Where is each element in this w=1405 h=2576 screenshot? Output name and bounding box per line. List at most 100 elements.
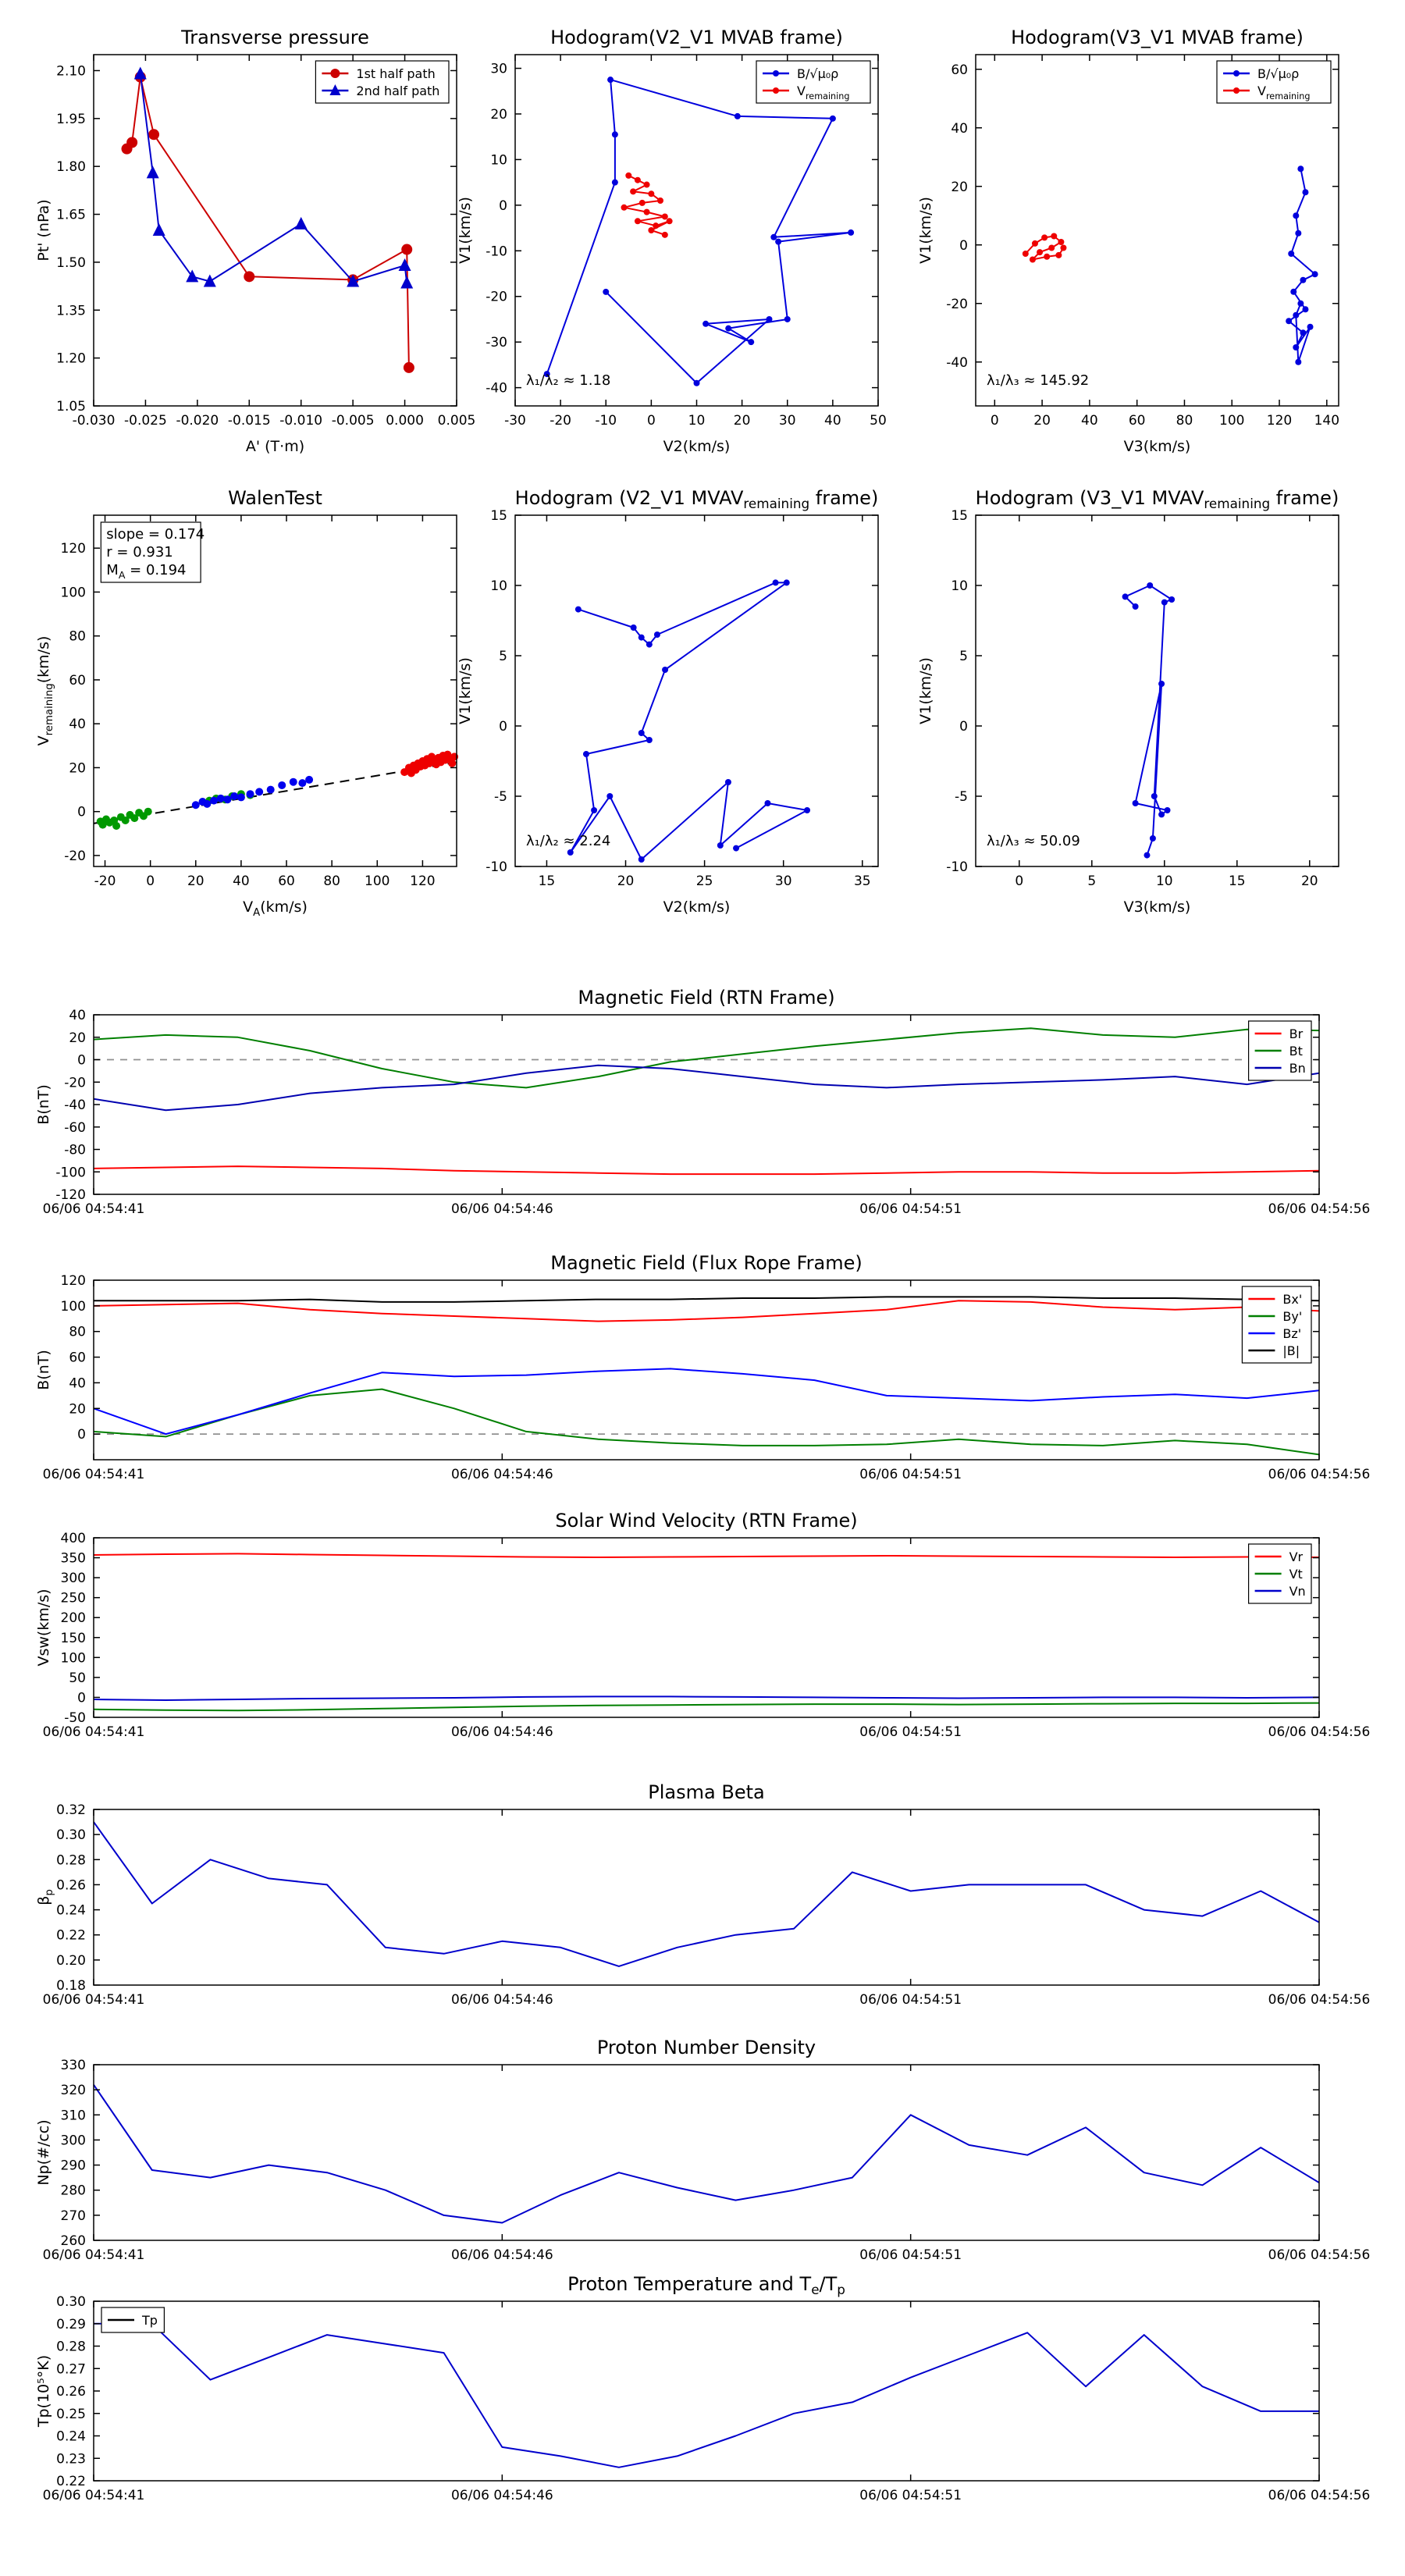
svg-text:06/06 04:54:46: 06/06 04:54:46 bbox=[451, 1201, 553, 1217]
svg-text:V1(km/s): V1(km/s) bbox=[457, 657, 474, 724]
svg-text:20: 20 bbox=[69, 760, 86, 776]
svg-text:0.30: 0.30 bbox=[56, 1827, 86, 1843]
svg-text:120: 120 bbox=[61, 1273, 86, 1289]
svg-text:60: 60 bbox=[1129, 413, 1146, 429]
svg-text:A' (T·m): A' (T·m) bbox=[246, 438, 304, 455]
svg-text:0.26: 0.26 bbox=[56, 2384, 86, 2400]
svg-text:40: 40 bbox=[69, 1008, 86, 1023]
svg-text:60: 60 bbox=[278, 873, 295, 889]
plot-magnetic-field-rtn: Magnetic Field (RTN Frame) 06/06 04:54:41… bbox=[35, 987, 1370, 1217]
svg-text:-0.030: -0.030 bbox=[73, 413, 116, 429]
svg-text:5: 5 bbox=[499, 649, 507, 664]
svg-text:10: 10 bbox=[490, 152, 507, 168]
svg-text:20: 20 bbox=[617, 873, 635, 889]
svg-text:-20: -20 bbox=[486, 290, 507, 305]
svg-text:0.23: 0.23 bbox=[56, 2451, 86, 2467]
svg-text:-40: -40 bbox=[486, 381, 507, 397]
svg-text:06/06 04:54:56: 06/06 04:54:56 bbox=[1268, 2488, 1371, 2503]
svg-text:80: 80 bbox=[1176, 413, 1193, 429]
svg-text:-5: -5 bbox=[494, 789, 507, 805]
svg-text:10: 10 bbox=[490, 578, 507, 594]
svg-text:100: 100 bbox=[1219, 413, 1244, 429]
svg-text:300: 300 bbox=[61, 1571, 86, 1586]
plot-plasma-beta: Plasma Beta 06/06 04:54:41 06/06 04:54:46 0… bbox=[35, 1781, 1370, 2008]
plot-transverse-pressure: Transverse pressure -0.030 -0.025 -0.020 -0.… bbox=[35, 27, 476, 455]
svg-text:50: 50 bbox=[870, 413, 887, 429]
svg-text:B(nT): B(nT) bbox=[35, 1084, 52, 1125]
svg-text:V1(km/s): V1(km/s) bbox=[917, 197, 934, 264]
svg-text:-30: -30 bbox=[504, 413, 526, 429]
svg-text:40: 40 bbox=[951, 121, 968, 137]
svg-text:1.95: 1.95 bbox=[56, 112, 86, 127]
svg-text:WalenTest: WalenTest bbox=[228, 487, 322, 509]
svg-text:20: 20 bbox=[490, 107, 507, 123]
svg-text:VA(km/s): VA(km/s) bbox=[243, 898, 308, 919]
svg-text:20: 20 bbox=[187, 873, 205, 889]
svg-text:Magnetic Field (Flux Rope Fram: Magnetic Field (Flux Rope Frame) bbox=[550, 1252, 862, 1274]
svg-text:1.50: 1.50 bbox=[56, 255, 86, 271]
svg-text:0: 0 bbox=[991, 413, 999, 429]
svg-text:0.29: 0.29 bbox=[56, 2317, 86, 2332]
svg-text:0: 0 bbox=[959, 238, 968, 254]
svg-text:15: 15 bbox=[490, 508, 507, 524]
svg-text:Tp: Tp bbox=[141, 2313, 158, 2328]
svg-text:Vn: Vn bbox=[1289, 1584, 1306, 1599]
svg-text:Vr: Vr bbox=[1289, 1550, 1304, 1564]
svg-text:30: 30 bbox=[775, 873, 792, 889]
svg-text:-20: -20 bbox=[550, 413, 571, 429]
svg-text:30: 30 bbox=[779, 413, 796, 429]
svg-text:30: 30 bbox=[490, 62, 507, 77]
svg-text:50: 50 bbox=[69, 1670, 86, 1686]
svg-text:λ₁/λ₂ ≈ 2.24: λ₁/λ₂ ≈ 2.24 bbox=[526, 833, 610, 849]
svg-text:80: 80 bbox=[69, 629, 86, 645]
svg-text:150: 150 bbox=[61, 1631, 86, 1646]
svg-text:0: 0 bbox=[77, 1053, 86, 1069]
svg-text:0.27: 0.27 bbox=[56, 2361, 86, 2377]
plot-walen-test: WalenTest -20 0 20 40 60 80 100 120 -20 0 20 40 60 80 1… bbox=[35, 487, 459, 919]
svg-text:-10: -10 bbox=[946, 859, 968, 875]
svg-text:-50: -50 bbox=[64, 1710, 86, 1726]
svg-text:0.30: 0.30 bbox=[56, 2294, 86, 2310]
svg-text:20: 20 bbox=[951, 180, 968, 195]
svg-text:06/06 04:54:41: 06/06 04:54:41 bbox=[43, 2488, 145, 2503]
svg-text:1st half path: 1st half path bbox=[356, 66, 435, 81]
svg-text:slope = 0.174: slope = 0.174 bbox=[106, 526, 205, 543]
plot-hodogram-v3v1-mvav: Hodogram (V3_V1 MVAVremaining frame) 0 5 10… bbox=[917, 487, 1339, 916]
svg-text:06/06 04:54:46: 06/06 04:54:46 bbox=[451, 1724, 553, 1740]
svg-text:260: 260 bbox=[61, 2233, 86, 2249]
svg-text:Hodogram (V3_V1 MVAVremaining: Hodogram (V3_V1 MVAVremaining frame) bbox=[976, 487, 1339, 511]
svg-text:06/06 04:54:51: 06/06 04:54:51 bbox=[859, 2488, 962, 2503]
svg-text:2.10: 2.10 bbox=[56, 63, 86, 79]
svg-text:Hodogram (V2_V1 MVAVremaining: Hodogram (V2_V1 MVAVremaining frame) bbox=[515, 487, 879, 511]
svg-text:0: 0 bbox=[77, 1690, 86, 1706]
svg-text:1.20: 1.20 bbox=[56, 351, 86, 367]
svg-text:λ₁/λ₃ ≈ 145.92: λ₁/λ₃ ≈ 145.92 bbox=[987, 372, 1089, 389]
svg-text:Bz': Bz' bbox=[1282, 1326, 1301, 1341]
svg-text:Pt' (nPa): Pt' (nPa) bbox=[35, 199, 52, 261]
svg-text:120: 120 bbox=[1267, 413, 1292, 429]
svg-text:0.18: 0.18 bbox=[56, 1978, 86, 1994]
svg-text:0.25: 0.25 bbox=[56, 2407, 86, 2422]
svg-text:0: 0 bbox=[77, 805, 86, 820]
svg-text:B(nT): B(nT) bbox=[35, 1350, 52, 1390]
svg-text:06/06 04:54:41: 06/06 04:54:41 bbox=[43, 1201, 145, 1217]
svg-text:06/06 04:54:41: 06/06 04:54:41 bbox=[43, 1467, 145, 1482]
svg-text:06/06 04:54:51: 06/06 04:54:51 bbox=[859, 1992, 962, 2008]
svg-text:20: 20 bbox=[69, 1030, 86, 1046]
svg-text:0.005: 0.005 bbox=[438, 413, 476, 429]
svg-text:0: 0 bbox=[959, 719, 968, 735]
svg-text:Vsw(km/s): Vsw(km/s) bbox=[35, 1589, 52, 1666]
svg-text:0: 0 bbox=[77, 1427, 86, 1443]
svg-text:-10: -10 bbox=[486, 859, 507, 875]
svg-text:Solar Wind Velocity (RTN Frame: Solar Wind Velocity (RTN Frame) bbox=[555, 1510, 857, 1532]
svg-text:06/06 04:54:46: 06/06 04:54:46 bbox=[451, 1467, 553, 1482]
svg-text:0: 0 bbox=[647, 413, 656, 429]
svg-text:Vremaining(km/s): Vremaining(km/s) bbox=[35, 636, 55, 746]
svg-text:20: 20 bbox=[1033, 413, 1051, 429]
svg-text:60: 60 bbox=[69, 1350, 86, 1366]
svg-text:20: 20 bbox=[69, 1401, 86, 1417]
svg-text:-80: -80 bbox=[64, 1143, 86, 1158]
svg-text:-20: -20 bbox=[94, 873, 116, 889]
svg-text:80: 80 bbox=[69, 1325, 86, 1340]
